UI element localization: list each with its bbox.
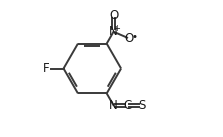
Text: C: C: [123, 99, 131, 112]
Text: N: N: [109, 99, 118, 112]
Text: O: O: [125, 32, 134, 45]
Text: O: O: [109, 9, 118, 22]
Text: +: +: [114, 24, 120, 33]
Text: •: •: [132, 32, 138, 42]
Text: F: F: [43, 62, 50, 75]
Text: S: S: [138, 99, 145, 112]
Text: N: N: [109, 25, 118, 38]
